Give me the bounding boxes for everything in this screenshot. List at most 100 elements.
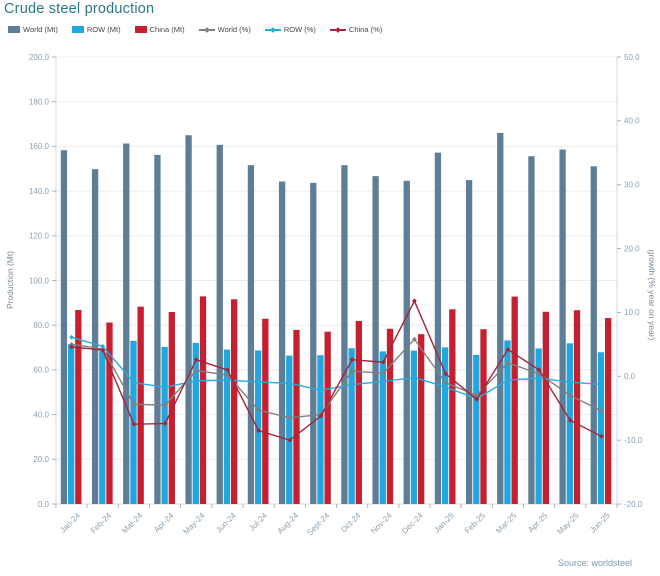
legend-item-row: ROW (%) bbox=[264, 25, 316, 34]
bar-world-mt bbox=[528, 156, 535, 504]
bar-china-mt bbox=[605, 318, 612, 504]
bar-row-mt bbox=[473, 354, 480, 504]
marker-china bbox=[567, 417, 573, 423]
marker-world bbox=[380, 370, 386, 376]
marker-row bbox=[567, 379, 573, 385]
bar-world-mt bbox=[91, 169, 99, 504]
marker-china bbox=[193, 357, 199, 363]
legend-label: ROW (Mt) bbox=[86, 25, 121, 34]
line-path-world bbox=[71, 338, 602, 419]
legend-label: World (%) bbox=[217, 25, 251, 34]
marker-row bbox=[349, 382, 355, 387]
bar-china-mt bbox=[480, 329, 487, 504]
legend-swatch-line bbox=[329, 26, 346, 34]
legend-swatch-bar bbox=[8, 26, 20, 33]
bar-china-mt bbox=[199, 296, 207, 504]
bars-world-mt bbox=[60, 132, 597, 505]
bar-china-mt bbox=[386, 328, 394, 504]
bar-row-mt bbox=[192, 342, 199, 504]
right-axis-tick-label: 40.0 bbox=[624, 117, 640, 126]
right-axis-tick-label: -10.0 bbox=[624, 436, 643, 445]
left-axis-tick-label: 140.0 bbox=[29, 187, 50, 196]
marker-world bbox=[505, 360, 511, 366]
right-axis-tick-label: 30.0 bbox=[624, 181, 640, 190]
bar-world-mt bbox=[247, 165, 255, 504]
marker-world bbox=[567, 393, 573, 398]
marker-row bbox=[443, 384, 448, 390]
legend-item-china-mt: China (Mt) bbox=[134, 25, 185, 34]
marker-world bbox=[69, 341, 74, 347]
bar-world-mt bbox=[497, 132, 504, 505]
left-axis-tick-label: 80.0 bbox=[33, 321, 49, 330]
marker-china bbox=[225, 367, 230, 373]
marker-world bbox=[349, 368, 355, 374]
bar-world-mt bbox=[216, 144, 223, 504]
left-axis-tick-label: 60.0 bbox=[33, 366, 49, 375]
marker-row bbox=[318, 387, 324, 393]
marker-china bbox=[318, 413, 324, 419]
right-axis-tick-label: 50.0 bbox=[624, 53, 640, 62]
bar-china-mt bbox=[231, 299, 238, 504]
left-axis-tick-label: 40.0 bbox=[33, 410, 49, 419]
marker-world bbox=[225, 372, 230, 378]
bar-row-mt bbox=[379, 351, 386, 504]
x-axis: Jan-24 Feb-24 Mar-24 Apr-24 May-24 Jun-24 Jul-… bbox=[55, 504, 618, 537]
marker-china bbox=[536, 367, 542, 373]
bar-world-mt bbox=[372, 176, 379, 505]
bar-row-mt bbox=[99, 350, 106, 504]
marker-china bbox=[69, 344, 74, 350]
marker-row bbox=[69, 334, 74, 340]
line-path-china bbox=[71, 300, 602, 441]
marker-row bbox=[287, 380, 293, 386]
marker-china bbox=[131, 421, 137, 427]
bar-world-mt bbox=[123, 143, 130, 504]
marker-china bbox=[162, 421, 168, 426]
left-axis-tick-label: 120.0 bbox=[29, 232, 50, 241]
marker-world bbox=[443, 380, 448, 386]
bar-row-mt bbox=[254, 350, 262, 504]
bar-row-mt bbox=[504, 340, 511, 504]
month-label: Aug-24 bbox=[276, 511, 301, 536]
bar-china-mt bbox=[75, 310, 82, 504]
bar-world-mt bbox=[310, 182, 317, 504]
left-axis-tick-label: 200.0 bbox=[29, 53, 50, 62]
marker-row bbox=[131, 380, 137, 386]
marker-row bbox=[162, 384, 168, 390]
bar-row-mt bbox=[348, 348, 355, 504]
legend-swatch-line bbox=[264, 26, 281, 34]
month-label: Dec-24 bbox=[400, 511, 425, 536]
marker-row bbox=[412, 375, 417, 380]
bar-world-mt bbox=[278, 181, 286, 504]
bar-row-mt bbox=[566, 343, 573, 504]
bar-china-mt bbox=[355, 320, 362, 504]
bar-row-mt bbox=[441, 347, 449, 504]
bar-china-mt bbox=[449, 309, 456, 504]
marker-world bbox=[162, 402, 168, 408]
month-label: Jun-25 bbox=[588, 511, 612, 535]
bar-china-mt bbox=[542, 311, 549, 504]
marker-china bbox=[599, 433, 604, 439]
bar-row-mt bbox=[317, 355, 324, 504]
bar-china-mt bbox=[168, 312, 175, 504]
month-label: Nov-24 bbox=[369, 511, 394, 536]
chart-title: Crude steel production bbox=[4, 1, 155, 17]
bar-world-mt bbox=[559, 149, 566, 505]
legend-item-world: World (%) bbox=[198, 25, 251, 34]
left-axis-tick-label: 160.0 bbox=[29, 142, 50, 151]
bar-world-mt bbox=[403, 180, 410, 504]
bars-china-mt bbox=[75, 296, 612, 504]
bar-china-mt bbox=[573, 310, 581, 504]
marker-row bbox=[193, 378, 199, 384]
marker-china bbox=[349, 357, 355, 363]
month-label: May-25 bbox=[555, 511, 581, 537]
right-axis-tick-label: 20.0 bbox=[624, 244, 640, 253]
marker-china bbox=[287, 437, 293, 443]
bar-world-mt bbox=[185, 135, 192, 504]
chart-legend: World (Mt) ROW (Mt) China (Mt) World (%) ROW… bbox=[8, 25, 382, 34]
left-axis: 0.0 20.0 40.0 60.0 80.0 100.0 120.0 140.0 160.0 1… bbox=[29, 53, 56, 509]
line-china bbox=[69, 298, 604, 443]
bar-china-mt bbox=[137, 306, 144, 504]
marker-world bbox=[193, 368, 199, 373]
right-axis-tick-label: 10.0 bbox=[624, 308, 640, 317]
